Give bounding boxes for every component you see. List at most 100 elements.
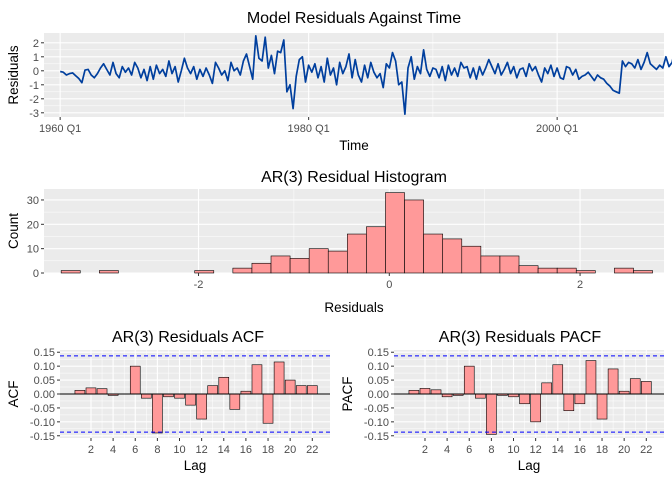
x-tick-label: 2 — [422, 444, 428, 456]
x-tick-label: 14 — [218, 444, 230, 456]
histogram-marks — [60, 192, 653, 274]
pacf-marks — [394, 355, 664, 435]
y-tick-label: 2 — [33, 38, 39, 50]
timeplot-plot-area — [44, 33, 664, 117]
x-tick-label: 2000 Q1 — [536, 123, 578, 135]
histogram-bin — [423, 233, 444, 274]
correlation-bar — [129, 365, 141, 395]
timeplot-title: Model Residuals Against Time — [247, 10, 461, 27]
correlation-bar — [207, 385, 218, 395]
histogram-x-ticks: -2 0 2 — [194, 273, 583, 291]
histogram-bin — [575, 270, 596, 274]
correlation-bar — [629, 378, 641, 395]
x-tick-label: 20 — [284, 444, 296, 456]
x-tick-label: 8 — [154, 444, 160, 456]
y-tick-label: -3 — [29, 108, 39, 120]
y-tick-label: 20 — [27, 219, 39, 231]
y-tick-label: 0.15 — [34, 347, 55, 359]
x-tick-label: 22 — [306, 444, 318, 456]
x-tick-label: 12 — [196, 444, 208, 456]
timeplot-panel: Model Residuals Against Time -3 -2 -1 0 1 2 1… — [6, 10, 672, 153]
acf-y-label: ACF — [6, 381, 21, 408]
histogram-bin — [327, 250, 348, 274]
y-tick-label: 1 — [33, 52, 39, 64]
residual-series-line — [60, 34, 672, 116]
correlation-bar — [229, 393, 241, 410]
pacf-x-label: Lag — [518, 458, 541, 473]
timeplot-grid — [44, 33, 664, 117]
y-tick-label: 0.05 — [368, 375, 389, 387]
correlation-bar — [295, 385, 307, 395]
correlation-bar — [174, 393, 185, 399]
timeplot-x-label: Time — [339, 138, 369, 153]
y-tick-label: -0.05 — [364, 403, 389, 415]
histogram-bin — [499, 255, 520, 274]
x-tick-label: 6 — [132, 444, 138, 456]
timeplot-y-label: Residuals — [6, 45, 21, 105]
histogram-bin — [633, 270, 653, 274]
correlation-bar — [196, 393, 207, 420]
correlation-bar — [486, 393, 497, 435]
pacf-panel: AR(3) Residuals PACF -0.15 -0.10 -0.05 0.00… — [340, 329, 664, 473]
y-tick-label: 0.05 — [34, 375, 55, 387]
pacf-x-ticks: 2 4 6 8 10 12 14 16 18 20 22 — [422, 438, 652, 456]
y-tick-label: -1 — [29, 80, 39, 92]
y-tick-label: 0.00 — [368, 389, 389, 401]
x-tick-label: 6 — [466, 444, 472, 456]
acf-panel: AR(3) Residuals ACF -0.15 -0.10 -0.05 0.00 0… — [6, 329, 330, 473]
correlation-bar — [607, 368, 619, 395]
histogram-bin — [614, 267, 634, 274]
pacf-title: AR(3) Residuals PACF — [439, 329, 602, 346]
correlation-bar — [262, 393, 274, 424]
y-tick-label: 0.10 — [34, 361, 55, 373]
x-tick-label: 22 — [640, 444, 652, 456]
correlation-bar — [284, 379, 296, 395]
correlation-bar — [641, 381, 652, 395]
histogram-bin — [461, 245, 482, 274]
x-tick-label: 2 — [577, 279, 583, 291]
correlation-bar — [419, 388, 431, 395]
x-tick-label: 18 — [262, 444, 274, 456]
x-tick-label: 10 — [173, 444, 185, 456]
histogram-panel: AR(3) Residual Histogram 0 10 20 30 -2 0 2 Re… — [6, 169, 664, 315]
histogram-bin — [232, 267, 253, 274]
correlation-bar — [574, 393, 586, 405]
correlation-bar — [307, 385, 318, 395]
histogram-bin — [194, 270, 215, 274]
histogram-bin — [537, 267, 558, 274]
acf-x-ticks: 2 4 6 8 10 12 14 16 18 20 22 — [88, 438, 318, 456]
x-tick-label: 10 — [507, 444, 519, 456]
correlation-bar — [541, 382, 552, 395]
x-tick-label: 0 — [386, 279, 392, 291]
timeplot-marks — [60, 34, 672, 116]
correlation-bar — [475, 393, 486, 399]
y-tick-label: -0.10 — [364, 417, 389, 429]
x-tick-label: 12 — [530, 444, 542, 456]
y-tick-label: -0.05 — [30, 403, 55, 415]
correlation-bar — [218, 376, 230, 395]
x-tick-label: 14 — [552, 444, 564, 456]
histogram-title: AR(3) Residual Histogram — [261, 169, 447, 186]
histogram-bin — [270, 255, 291, 274]
histogram-y-label: Count — [6, 213, 21, 249]
x-tick-label: 20 — [618, 444, 630, 456]
y-tick-label: 0 — [33, 268, 39, 280]
timeplot-y-ticks: -3 -2 -1 0 1 2 — [29, 38, 44, 120]
correlation-bar — [408, 390, 420, 395]
histogram-bin — [60, 270, 81, 274]
histogram-bin — [480, 255, 501, 274]
histogram-bin — [404, 199, 424, 274]
histogram-x-label: Residuals — [324, 300, 384, 315]
y-tick-label: 0.10 — [368, 361, 389, 373]
histogram-bin — [385, 192, 405, 274]
correlation-bar — [185, 393, 196, 406]
histogram-bin — [366, 226, 386, 274]
x-tick-label: 18 — [596, 444, 608, 456]
histogram-bin — [442, 238, 463, 274]
acf-y-ticks: -0.15 -0.10 -0.05 0.00 0.05 0.10 0.15 — [30, 347, 60, 443]
correlation-bar — [530, 393, 541, 423]
correlation-bar — [96, 388, 108, 395]
correlation-bar — [596, 393, 608, 420]
y-tick-label: -2 — [29, 94, 39, 106]
histogram-bin — [289, 258, 310, 274]
